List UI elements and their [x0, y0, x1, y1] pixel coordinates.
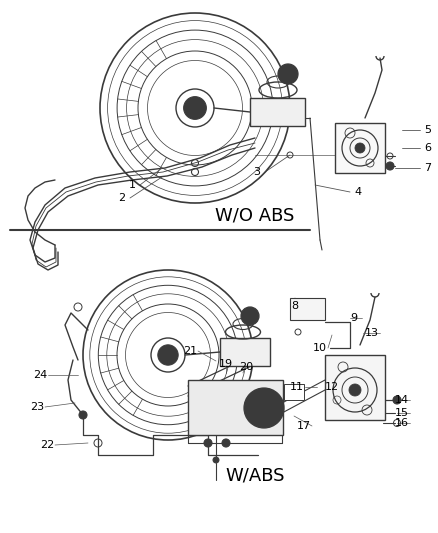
Text: 11: 11	[290, 382, 304, 392]
Text: 20: 20	[239, 362, 253, 372]
Text: 10: 10	[313, 343, 327, 353]
Circle shape	[349, 384, 361, 396]
Text: 2: 2	[118, 193, 126, 203]
Text: 3: 3	[254, 167, 261, 177]
Bar	[250, 98, 305, 126]
Circle shape	[213, 457, 219, 463]
Text: 21: 21	[183, 346, 197, 356]
Circle shape	[245, 311, 255, 321]
Text: 17: 17	[297, 421, 311, 431]
Text: 8: 8	[291, 301, 299, 311]
Text: W/ABS: W/ABS	[225, 466, 285, 484]
Circle shape	[158, 345, 178, 365]
Circle shape	[355, 143, 365, 153]
Text: W/O ABS: W/O ABS	[215, 206, 295, 224]
Circle shape	[184, 96, 206, 119]
Text: 4: 4	[354, 187, 361, 197]
Text: 6: 6	[424, 143, 431, 153]
Circle shape	[252, 396, 276, 420]
Circle shape	[259, 403, 269, 413]
Text: 5: 5	[424, 125, 431, 135]
Text: 24: 24	[33, 370, 47, 380]
Circle shape	[222, 439, 230, 447]
Bar	[220, 338, 270, 366]
Text: 1: 1	[128, 180, 135, 190]
Text: 22: 22	[40, 440, 54, 450]
Circle shape	[393, 396, 401, 404]
Text: 16: 16	[395, 418, 409, 428]
Text: 15: 15	[395, 408, 409, 418]
Circle shape	[204, 439, 212, 447]
Circle shape	[79, 411, 87, 419]
Circle shape	[386, 162, 394, 170]
Text: 14: 14	[395, 395, 409, 405]
Text: 13: 13	[365, 328, 379, 338]
Bar	[335, 123, 385, 173]
Bar	[188, 380, 283, 435]
Text: 12: 12	[325, 382, 339, 392]
Circle shape	[241, 307, 259, 325]
Text: 9: 9	[350, 313, 357, 323]
Text: 23: 23	[30, 402, 44, 412]
Text: 7: 7	[424, 163, 431, 173]
Circle shape	[278, 64, 298, 84]
Bar	[284, 384, 304, 400]
Text: 19: 19	[219, 359, 233, 369]
Circle shape	[244, 388, 284, 428]
Bar	[325, 355, 385, 420]
Bar	[290, 298, 325, 320]
Circle shape	[282, 68, 294, 80]
